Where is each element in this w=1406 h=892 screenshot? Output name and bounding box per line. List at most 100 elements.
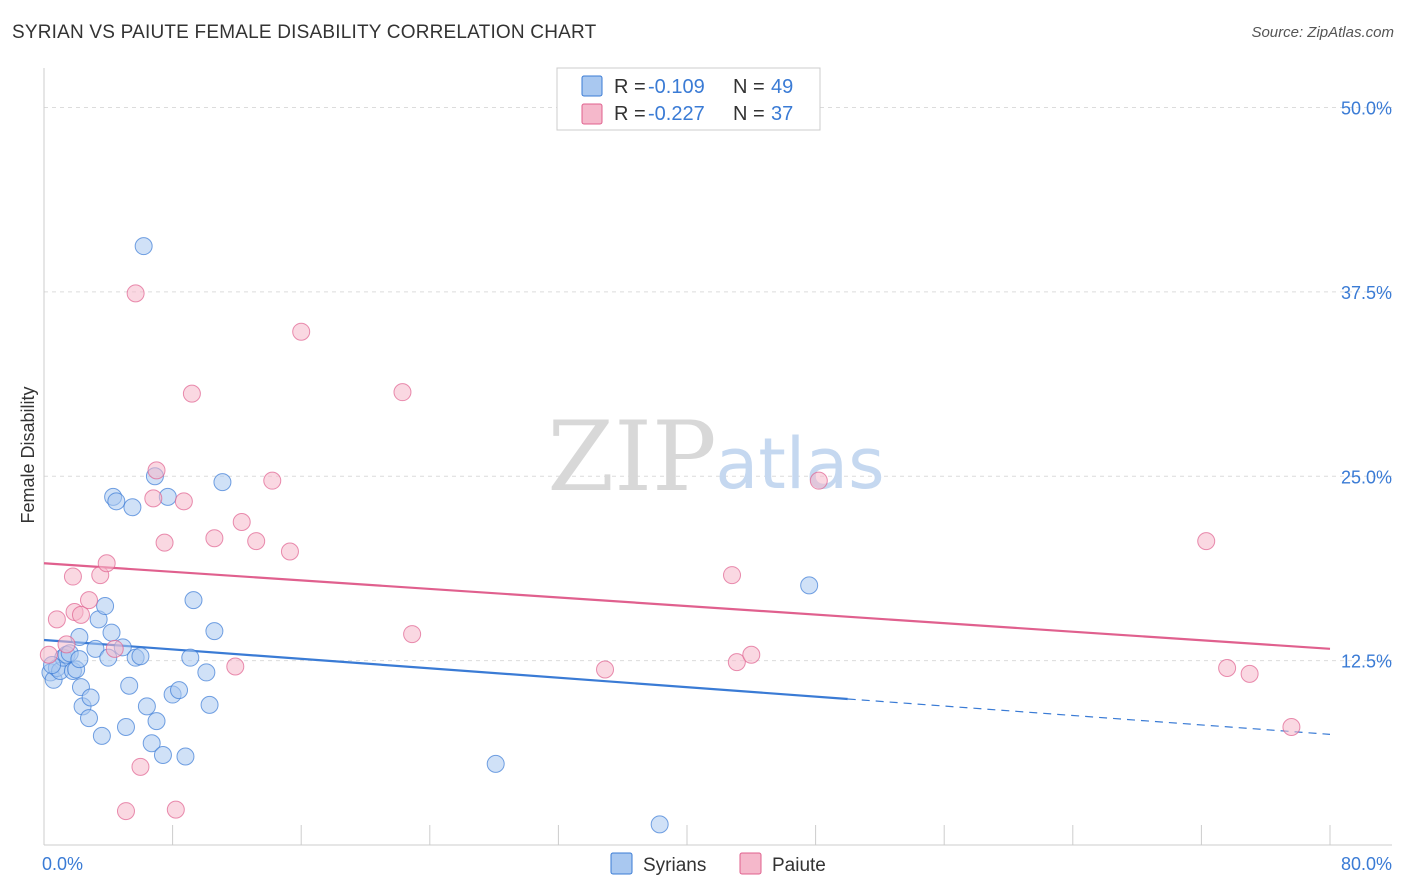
point-paiute-11 bbox=[126, 284, 145, 303]
point-paiute-29 bbox=[723, 566, 742, 585]
point-paiute-15 bbox=[155, 533, 174, 552]
point-paiute-25 bbox=[292, 322, 311, 341]
point-syrians-39 bbox=[181, 648, 200, 667]
point-paiute-2 bbox=[57, 635, 76, 654]
point-syrians-25 bbox=[120, 676, 139, 695]
y-tick-label-2: 37.5% bbox=[1341, 283, 1392, 303]
point-syrians-15 bbox=[86, 639, 105, 658]
point-paiute-34 bbox=[1218, 659, 1237, 677]
point-paiute-16 bbox=[166, 800, 185, 819]
point-syrians-22 bbox=[107, 492, 126, 511]
point-paiute-19 bbox=[205, 529, 224, 548]
point-syrians-14 bbox=[81, 688, 100, 707]
point-paiute-36 bbox=[1282, 718, 1301, 736]
y-axis-title: Female Disability bbox=[18, 386, 38, 523]
point-paiute-8 bbox=[97, 554, 116, 573]
bottom-legend-label-paiute: Paiute bbox=[772, 855, 826, 876]
point-paiute-17 bbox=[174, 492, 193, 511]
legend-box: R = -0.109 N = 49 R = -0.227 N = 37 bbox=[556, 67, 821, 131]
chart-source: Source: ZipAtlas.com bbox=[1251, 24, 1394, 41]
point-paiute-26 bbox=[393, 383, 412, 402]
point-paiute-0 bbox=[39, 645, 58, 664]
point-syrians-40 bbox=[184, 591, 203, 610]
point-syrians-45 bbox=[486, 754, 505, 773]
point-paiute-21 bbox=[232, 512, 251, 531]
point-paiute-3 bbox=[63, 567, 82, 586]
point-paiute-32 bbox=[809, 471, 828, 490]
watermark: ZIP atlas bbox=[547, 401, 884, 513]
data-points bbox=[39, 237, 1301, 834]
point-syrians-26 bbox=[123, 498, 142, 517]
legend-r-label-syrians: R = bbox=[614, 76, 646, 98]
watermark-atlas: atlas bbox=[715, 423, 884, 505]
bottom-legend-label-syrians: Syrians bbox=[643, 855, 706, 876]
point-syrians-34 bbox=[153, 746, 172, 765]
axes bbox=[43, 68, 1392, 846]
point-syrians-31 bbox=[142, 734, 161, 753]
trend-line-syrians bbox=[43, 638, 848, 701]
point-syrians-47 bbox=[800, 576, 819, 595]
tick-labels: 12.5% 25.0% 37.5% 50.0% 0.0% 80.0% bbox=[42, 99, 1392, 875]
legend-n-value-paiute: 37 bbox=[771, 103, 793, 125]
trend-line-dashed-syrians bbox=[847, 698, 1331, 735]
point-paiute-10 bbox=[116, 802, 135, 821]
point-syrians-37 bbox=[170, 681, 189, 700]
point-paiute-20 bbox=[226, 657, 245, 676]
point-syrians-28 bbox=[131, 647, 150, 666]
point-paiute-12 bbox=[131, 757, 150, 776]
point-paiute-22 bbox=[247, 532, 266, 551]
point-syrians-33 bbox=[147, 712, 166, 731]
y-tick-label-3: 50.0% bbox=[1341, 99, 1392, 119]
point-paiute-9 bbox=[105, 639, 124, 658]
bottom-legend: Syrians Paiute bbox=[610, 852, 826, 876]
point-paiute-13 bbox=[144, 489, 163, 508]
point-paiute-30 bbox=[727, 653, 746, 672]
point-syrians-42 bbox=[200, 695, 219, 714]
point-syrians-20 bbox=[102, 623, 121, 642]
point-paiute-24 bbox=[280, 542, 299, 561]
point-syrians-43 bbox=[205, 622, 224, 641]
trend-lines bbox=[43, 562, 1331, 735]
point-paiute-18 bbox=[182, 384, 201, 403]
point-syrians-29 bbox=[134, 237, 153, 256]
point-paiute-35 bbox=[1240, 664, 1259, 683]
y-tick-label-0: 12.5% bbox=[1341, 652, 1392, 672]
chart-title: SYRIAN VS PAIUTE FEMALE DISABILITY CORRE… bbox=[12, 22, 597, 43]
legend-swatch-paiute bbox=[581, 103, 603, 125]
legend-swatch-syrians bbox=[581, 75, 603, 97]
bottom-legend-swatch-paiute bbox=[739, 852, 762, 875]
x-tick-label-0: 0.0% bbox=[42, 854, 83, 874]
point-syrians-18 bbox=[96, 597, 115, 616]
point-syrians-38 bbox=[176, 747, 195, 766]
point-syrians-46 bbox=[650, 815, 669, 834]
legend-r-label-paiute: R = bbox=[614, 103, 646, 125]
point-syrians-9 bbox=[70, 650, 89, 669]
watermark-zip: ZIP bbox=[547, 401, 716, 513]
point-paiute-1 bbox=[47, 610, 66, 629]
legend-n-value-syrians: 49 bbox=[771, 76, 793, 98]
point-paiute-27 bbox=[403, 625, 422, 644]
legend-n-label-syrians: N = bbox=[733, 76, 765, 98]
point-paiute-31 bbox=[742, 645, 761, 664]
point-paiute-6 bbox=[80, 591, 99, 610]
point-syrians-44 bbox=[213, 473, 232, 492]
x-tick-label-1: 80.0% bbox=[1341, 854, 1392, 874]
point-paiute-23 bbox=[263, 471, 282, 490]
legend-r-value-paiute: -0.227 bbox=[648, 103, 705, 125]
point-paiute-5 bbox=[71, 605, 90, 624]
trend-line-paiute bbox=[43, 562, 1331, 650]
point-syrians-13 bbox=[80, 709, 99, 728]
point-paiute-33 bbox=[1197, 532, 1216, 551]
point-syrians-24 bbox=[116, 718, 135, 736]
y-tick-label-1: 25.0% bbox=[1341, 467, 1392, 487]
y-axis-label: Female Disability bbox=[18, 386, 38, 523]
point-syrians-30 bbox=[137, 697, 156, 716]
point-syrians-41 bbox=[197, 663, 216, 682]
legend-r-value-syrians: -0.109 bbox=[648, 76, 705, 98]
point-paiute-14 bbox=[147, 461, 166, 480]
bottom-legend-swatch-syrians bbox=[610, 852, 633, 875]
point-syrians-17 bbox=[92, 726, 111, 745]
legend-n-label-paiute: N = bbox=[733, 103, 765, 125]
point-paiute-28 bbox=[596, 660, 615, 679]
